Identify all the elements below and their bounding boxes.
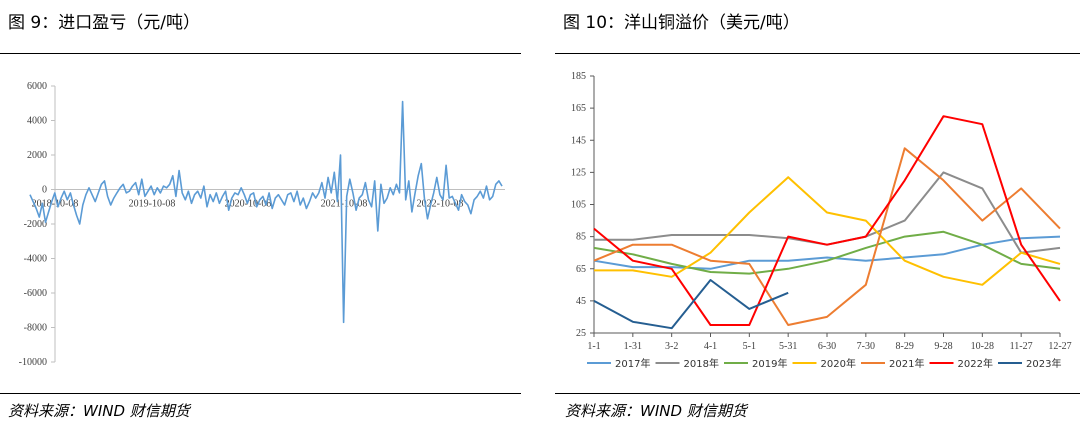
right-series-line-7 (593, 279, 789, 330)
right-figure-title: 图 10：洋山铜溢价（美元/吨） (563, 13, 800, 33)
left-source-rule (0, 393, 521, 394)
left-chart-import-profit: 6000 4000 2000 0 -2000 -4000 -6000 -8000 -10000 2… (19, 81, 505, 368)
legend-label: 2022年 (958, 357, 993, 370)
right-x-tick-label: 8-29 (895, 341, 913, 352)
left-y-tick-label: 0 (42, 185, 47, 196)
left-y-tick-label: 4000 (27, 116, 47, 127)
right-x-tick-label: 11-27 (1010, 341, 1033, 352)
right-y-tick-label: 125 (571, 167, 586, 178)
left-y-tick-label: -8000 (24, 323, 47, 334)
left-x-tick-label: 2021-10-08 (321, 199, 368, 210)
right-x-tick-label: 1-31 (624, 341, 642, 352)
right-source-rule (555, 393, 1080, 394)
right-title-rule (555, 53, 1080, 54)
left-x-tick-label: 2022-10-08 (417, 199, 464, 210)
right-x-tick-label: 1-1 (587, 341, 600, 352)
legend-label: 2019年 (752, 357, 787, 370)
legend-label: 2017年 (615, 357, 650, 370)
left-x-tick-label: 2019-10-08 (129, 199, 176, 210)
right-x-tick-label: 4-1 (704, 341, 717, 352)
legend-label: 2018年 (684, 357, 719, 370)
right-y-tick-label: 145 (571, 135, 586, 146)
right-y-tick-label: 25 (576, 328, 586, 339)
right-series-line-5 (593, 147, 1061, 326)
left-y-tick-label: -6000 (24, 288, 47, 299)
right-y-tick-label: 185 (571, 71, 586, 82)
right-x-tick-label: 6-30 (818, 341, 836, 352)
right-x-tick-label: 3-2 (665, 341, 678, 352)
left-y-tick-label: -10000 (19, 357, 47, 368)
legend-label: 2020年 (821, 357, 856, 370)
right-x-tick-label: 10-28 (971, 341, 994, 352)
right-y-tick-label: 165 (571, 103, 586, 114)
right-series-line-4 (594, 176, 1061, 286)
right-y-tick-label: 65 (576, 264, 586, 275)
left-y-tick-label: -2000 (24, 219, 47, 230)
right-source-note: 资料来源：WIND 财信期货 (565, 402, 747, 420)
right-x-tick-label: 12-27 (1048, 341, 1071, 352)
right-y-tick-label: 85 (576, 232, 586, 243)
right-series-line-6 (593, 115, 1061, 326)
right-series-line-3 (593, 230, 1061, 275)
left-x-tick-label: 2018-10-08 (32, 199, 79, 210)
left-x-tick-label: 2020-10-08 (225, 199, 272, 210)
right-x-tick-label: 5-1 (743, 341, 756, 352)
left-y-tick-label: -4000 (24, 254, 47, 265)
right-chart-yangshan-premium: 185 165 145 125 105 85 65 45 251-1 1-31 3-2 4-1 5-1 5… (571, 71, 1072, 370)
right-y-tick-label: 45 (576, 296, 586, 307)
left-figure-title: 图 9：进口盈亏（元/吨） (8, 13, 200, 33)
legend-label: 2021年 (889, 357, 924, 370)
left-source-note: 资料来源：WIND 财信期货 (8, 402, 190, 420)
left-y-tick-label: 2000 (27, 150, 47, 161)
right-series-line-1 (593, 235, 1061, 270)
right-x-tick-label: 5-31 (779, 341, 797, 352)
right-y-tick-label: 105 (571, 200, 586, 211)
left-title-rule (0, 53, 521, 54)
left-y-tick-label: 6000 (27, 81, 47, 92)
right-x-tick-label: 7-30 (857, 341, 875, 352)
left-series-line (29, 100, 503, 324)
right-x-tick-label: 9-28 (934, 341, 952, 352)
legend-label: 2023年 (1026, 357, 1061, 370)
